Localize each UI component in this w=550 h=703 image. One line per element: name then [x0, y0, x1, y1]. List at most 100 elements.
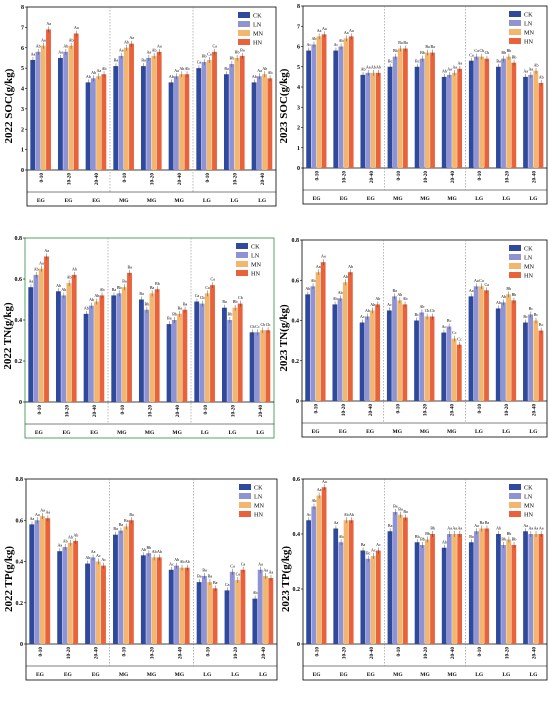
significance-label: Ab: [36, 43, 41, 48]
significance-label: Ab: [157, 549, 162, 554]
legend-swatch-ck: [509, 11, 521, 17]
group-label: LG: [203, 198, 212, 204]
depth-tick-label: 10-20: [231, 405, 237, 418]
significance-label: Ba: [167, 316, 172, 321]
significance-label: Aa: [474, 278, 479, 283]
group-label: LG: [231, 198, 240, 204]
bar-hn: [320, 262, 326, 401]
significance-label: Aa: [58, 543, 63, 548]
significance-label: Aa: [174, 68, 179, 73]
bar-mn: [66, 283, 72, 402]
bar-hn: [456, 344, 462, 401]
group-label: EG: [367, 196, 376, 202]
y-tick-label: 5: [297, 65, 300, 71]
legend-swatch-ln: [238, 21, 250, 27]
bar-ck: [414, 320, 419, 401]
significance-label: Ca: [212, 43, 217, 48]
significance-label: Ab: [343, 274, 348, 279]
legend-swatch-hn: [509, 38, 521, 44]
significance-label: Ab: [305, 286, 310, 291]
significance-label: Aa: [458, 526, 463, 531]
group-label: EG: [340, 196, 349, 202]
group-label: LG: [475, 196, 484, 202]
significance-label: Ca: [230, 563, 235, 568]
significance-label: Bb: [512, 54, 517, 59]
significance-label: Ab: [85, 555, 90, 560]
bar-ln: [392, 56, 398, 168]
significance-label: Ca: [207, 52, 212, 57]
significance-label: Aa: [157, 43, 162, 48]
bar-ln: [88, 305, 94, 402]
bar-ln: [365, 558, 371, 644]
group-label: LG: [502, 196, 511, 202]
depth-tick-label: 20-40: [260, 173, 266, 186]
depth-tick-label: 10-20: [342, 171, 348, 184]
significance-label: Aa: [269, 570, 274, 575]
bar-mn: [179, 567, 185, 644]
legend: CK LN MN HN: [236, 243, 262, 278]
group-label: MG: [393, 429, 403, 435]
bar-ck: [57, 57, 63, 170]
bar-mn: [425, 52, 430, 169]
bar-ck: [468, 60, 474, 168]
significance-label: Ba: [112, 287, 117, 292]
bar-ck: [414, 542, 420, 644]
bar-ck: [332, 304, 338, 401]
significance-label: Ab: [73, 532, 78, 537]
bar-mn: [68, 45, 74, 170]
significance-label: Ab: [185, 66, 190, 71]
group-label: MG: [393, 672, 403, 678]
legend-swatch-ln: [509, 254, 521, 260]
bar-mn: [478, 286, 484, 401]
bar-mn: [451, 338, 457, 401]
significance-label: Cb: [479, 48, 484, 53]
legend-label: CK: [251, 244, 260, 251]
significance-label: Ac: [360, 314, 365, 319]
bar-mn: [235, 580, 241, 644]
depth-tick-label: 20-40: [369, 647, 375, 660]
significance-label: Ab: [268, 70, 273, 75]
significance-label: Ab: [403, 296, 408, 301]
bar-ck: [496, 534, 501, 644]
significance-label: Cb: [260, 322, 265, 327]
group-label: EG: [313, 196, 322, 202]
depth-tick-label: 0-10: [477, 404, 483, 414]
group-label: EG: [92, 198, 101, 204]
y-axis-label: 2023 SOC(g/kg): [278, 68, 290, 143]
depth-tick-label: 20-40: [369, 171, 375, 184]
depth-tick-label: 10-20: [504, 404, 510, 417]
bar-ln: [201, 62, 207, 171]
bar-ln: [227, 320, 233, 402]
bar-hn: [511, 62, 517, 169]
group-label: EG: [313, 672, 322, 678]
bar-mn: [370, 310, 375, 401]
depth-tick-label: 0-10: [396, 171, 402, 181]
significance-label: Aa: [31, 52, 36, 57]
group-label: MG: [174, 198, 184, 204]
bar-mn: [533, 534, 539, 644]
significance-label: Aa: [469, 288, 474, 293]
bar-ck: [414, 66, 420, 168]
significance-label: Ac: [306, 512, 311, 517]
significance-label: Ab: [34, 266, 39, 271]
significance-label: Aa: [58, 50, 63, 55]
significance-label: Ac: [376, 542, 381, 547]
bar-ck: [441, 76, 447, 168]
group-label: MG: [119, 672, 129, 678]
bar-ln: [310, 286, 316, 401]
significance-label: Ab: [180, 559, 185, 564]
significance-label: Aa: [317, 28, 322, 33]
significance-label: Aa: [349, 28, 354, 33]
bar-hn: [73, 540, 79, 644]
legend-label: CK: [254, 485, 263, 492]
bar-ck: [249, 332, 255, 402]
bar-ln: [311, 506, 317, 644]
significance-label: Ac: [306, 42, 311, 47]
group-label: EG: [367, 672, 376, 678]
y-tick-label: 3: [297, 105, 300, 111]
legend-swatch-hn: [236, 270, 248, 276]
bar-ln: [311, 44, 317, 168]
significance-label: Ab: [185, 559, 190, 564]
bar-hn: [101, 74, 107, 170]
bar-ln: [473, 286, 479, 401]
